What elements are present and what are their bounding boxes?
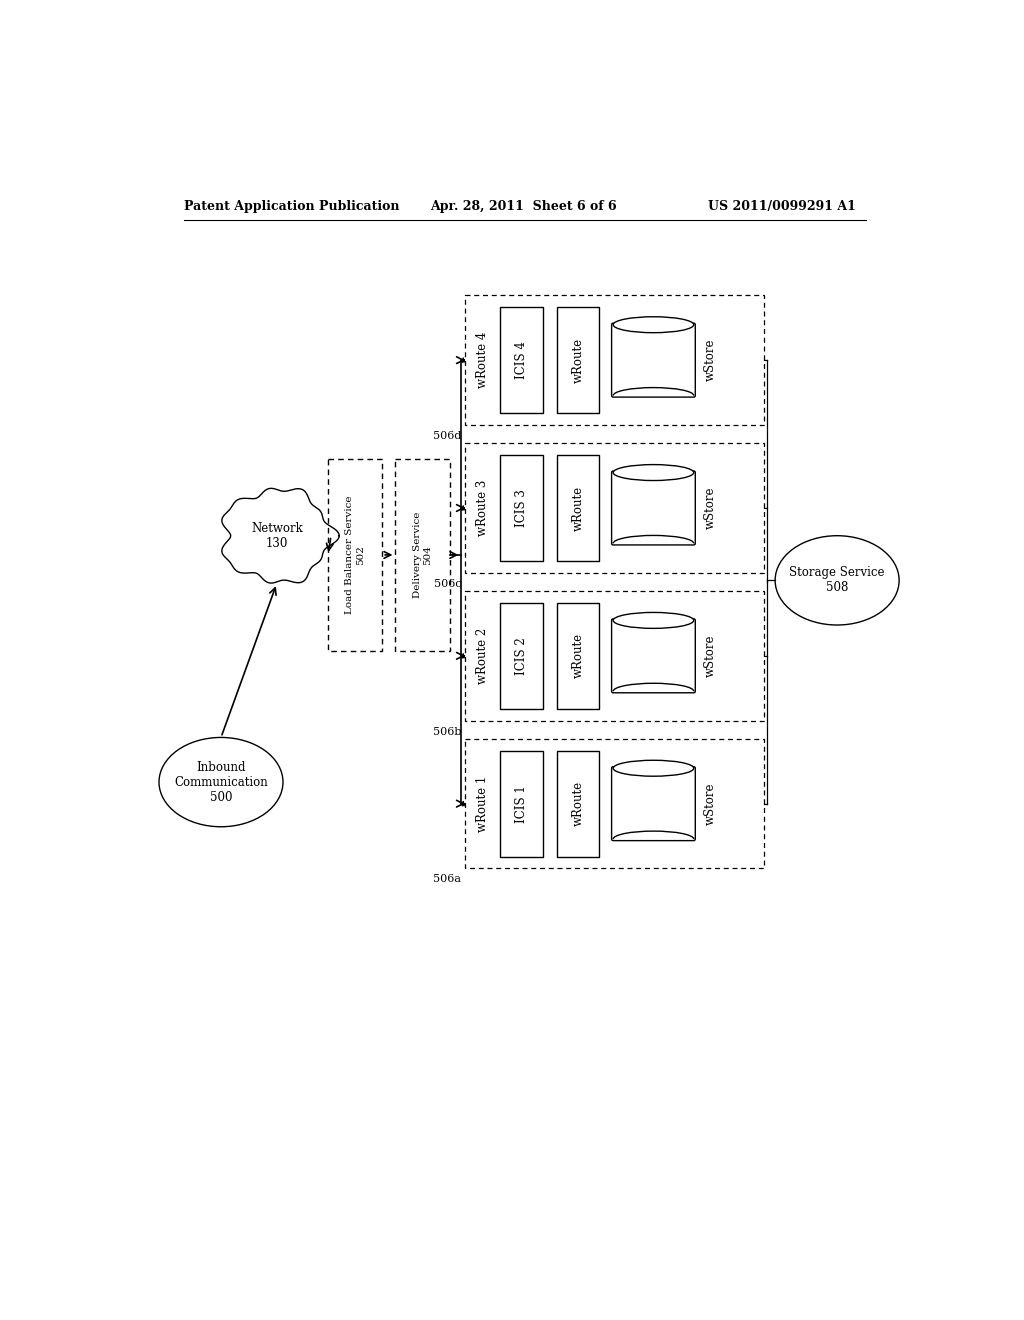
Text: wStore: wStore	[705, 635, 717, 677]
Bar	[500, 455, 543, 561]
Text: wRoute 3: wRoute 3	[476, 479, 488, 536]
Bar	[500, 308, 543, 413]
Ellipse shape	[159, 738, 283, 826]
Ellipse shape	[775, 536, 899, 626]
Text: Inbound
Communication
500: Inbound Communication 500	[174, 760, 268, 804]
Text: ICIS 2: ICIS 2	[515, 638, 527, 675]
Text: FIG. 5: FIG. 5	[548, 305, 623, 327]
Bar	[465, 444, 764, 573]
Text: 506c: 506c	[433, 578, 461, 589]
Text: wRoute 4: wRoute 4	[476, 331, 488, 388]
Text: wRoute: wRoute	[571, 634, 585, 678]
Text: Patent Application Publication: Patent Application Publication	[183, 199, 399, 213]
Text: Load Balancer Service
502: Load Balancer Service 502	[345, 496, 365, 614]
Text: wStore: wStore	[705, 339, 717, 381]
Text: Storage Service
508: Storage Service 508	[790, 566, 885, 594]
Text: ICIS 1: ICIS 1	[515, 785, 527, 822]
Ellipse shape	[613, 317, 693, 333]
Text: wRoute 1: wRoute 1	[476, 776, 488, 832]
Text: 506b: 506b	[433, 726, 461, 737]
Text: Apr. 28, 2011  Sheet 6 of 6: Apr. 28, 2011 Sheet 6 of 6	[430, 199, 616, 213]
Bar	[500, 603, 543, 709]
Text: wRoute: wRoute	[571, 486, 585, 531]
Ellipse shape	[613, 465, 693, 480]
Bar	[557, 751, 599, 857]
Text: 506a: 506a	[433, 874, 461, 884]
Bar	[465, 296, 764, 425]
Bar	[465, 739, 764, 869]
Text: US 2011/0099291 A1: US 2011/0099291 A1	[708, 199, 856, 213]
Ellipse shape	[613, 612, 693, 628]
Bar	[557, 603, 599, 709]
FancyBboxPatch shape	[611, 619, 695, 693]
Text: wStore: wStore	[705, 487, 717, 529]
Text: 506d: 506d	[433, 430, 461, 441]
Bar	[328, 459, 382, 651]
Text: wRoute: wRoute	[571, 338, 585, 383]
FancyBboxPatch shape	[611, 471, 695, 545]
FancyBboxPatch shape	[611, 767, 695, 841]
Polygon shape	[222, 488, 339, 583]
Bar	[465, 591, 764, 721]
Text: wStore: wStore	[705, 783, 717, 825]
Bar	[500, 751, 543, 857]
Bar	[395, 459, 450, 651]
Text: ICIS 4: ICIS 4	[515, 341, 527, 379]
Text: wRoute 2: wRoute 2	[476, 628, 488, 684]
Bar	[557, 308, 599, 413]
Ellipse shape	[613, 760, 693, 776]
Text: ICIS 3: ICIS 3	[515, 488, 527, 527]
Text: wRoute: wRoute	[571, 781, 585, 826]
Bar	[557, 455, 599, 561]
Text: Delivery Service
504: Delivery Service 504	[413, 512, 432, 598]
Text: Network
130: Network 130	[251, 521, 303, 549]
FancyBboxPatch shape	[611, 323, 695, 397]
